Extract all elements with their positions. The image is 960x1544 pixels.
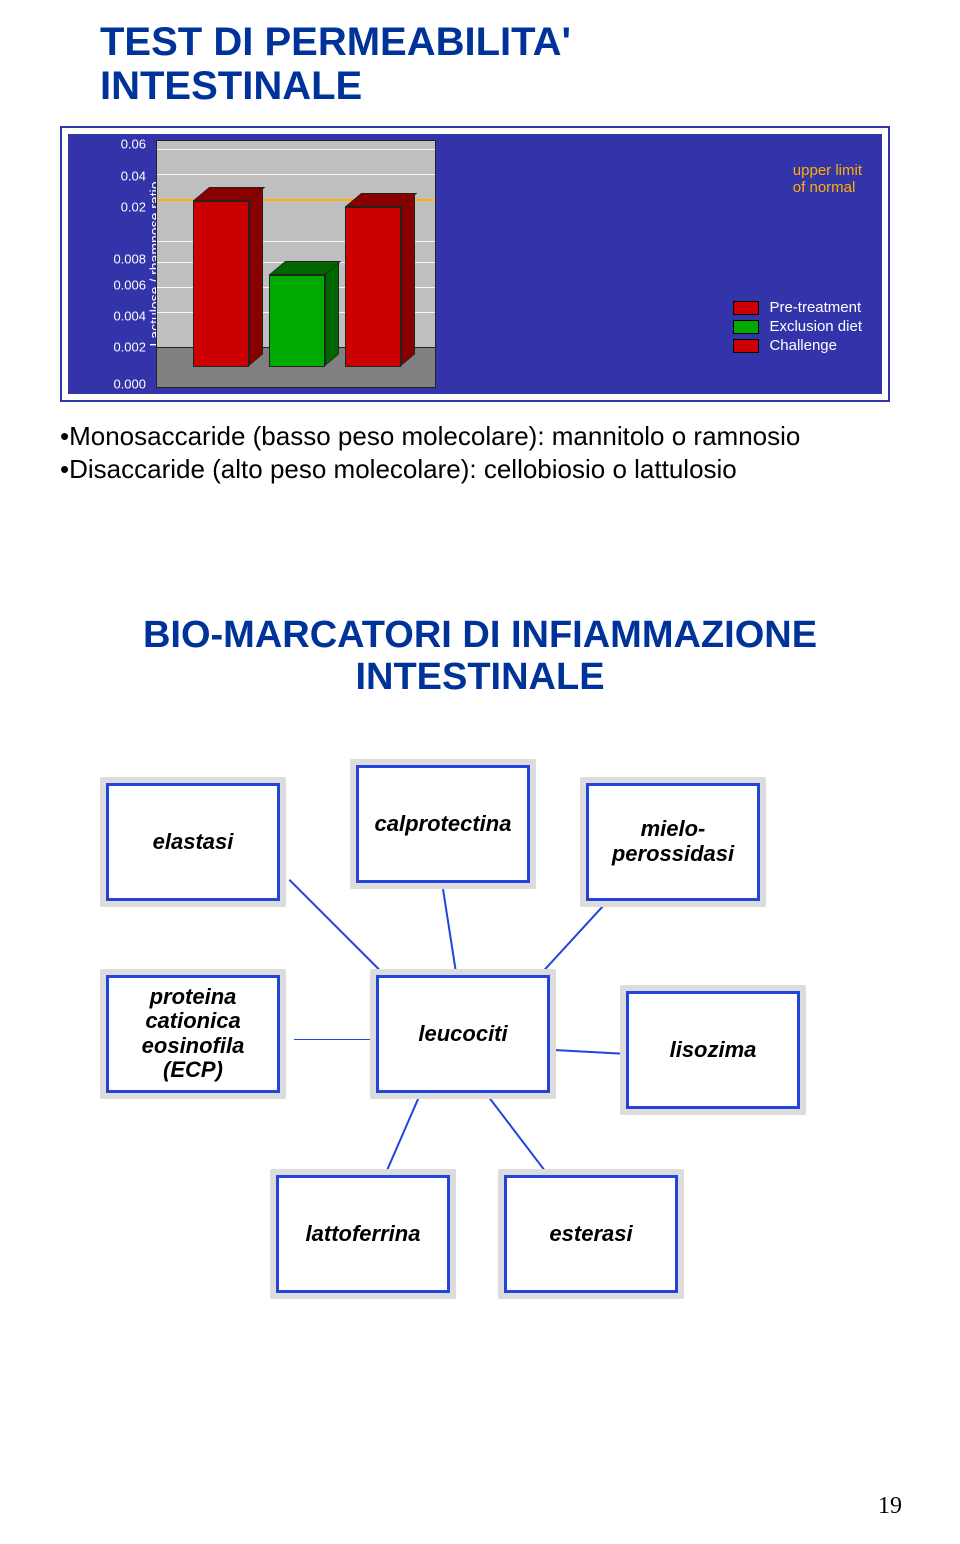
legend-swatch — [733, 320, 759, 334]
legend-item: Challenge — [733, 337, 862, 354]
tree-node-label: mielo-perossidasi — [612, 817, 734, 865]
tree-edge — [554, 1049, 628, 1054]
chart-ytick: 0.06 — [121, 137, 146, 152]
bullet-item: •Disaccaride (alto peso molecolare): cel… — [60, 453, 900, 486]
tree-node: proteinacationicaeosinofila(ECP) — [100, 969, 286, 1099]
upper-limit-label-2: of normal — [793, 179, 856, 196]
chart-legend: Pre-treatment Exclusion diet Challenge — [733, 299, 862, 356]
legend-item: Pre-treatment — [733, 299, 862, 316]
legend-label: Exclusion diet — [769, 318, 862, 335]
legend-item: Exclusion diet — [733, 318, 862, 335]
chart-container: Lactulose / rhamnose ratio 0.060.040.020… — [60, 126, 890, 402]
tree-node: mielo-perossidasi — [580, 777, 766, 907]
title-line1: TEST DI PERMEABILITA' — [100, 20, 571, 64]
legend-swatch — [733, 339, 759, 353]
tree-node-label: elastasi — [153, 830, 234, 854]
tree-node-label: calprotectina — [375, 812, 512, 836]
tree-node: calprotectina — [350, 759, 536, 889]
tree-node-central: leucociti — [370, 969, 556, 1099]
page-number: 19 — [878, 1493, 902, 1520]
concept-tree: elastasi calprotectina mielo-perossidasi pr… — [60, 729, 900, 1369]
title2-line1: BIO-MARCATORI DI INFIAMMAZIONE — [143, 614, 817, 656]
chart-yticks: 0.06 0.04 0.02 0.008 0.006 0.004 0.002 0.000 — [102, 134, 152, 394]
chart-gridline — [157, 174, 435, 175]
tree-node: esterasi — [498, 1169, 684, 1299]
tree-node: lattoferrina — [270, 1169, 456, 1299]
tree-node-label: lattoferrina — [306, 1222, 421, 1246]
tree-edge — [443, 889, 458, 979]
chart-ytick: 0.02 — [121, 199, 146, 214]
chart-ytick: 0.008 — [113, 251, 146, 266]
chart-ytick: 0.04 — [121, 168, 146, 183]
tree-node-label: leucociti — [418, 1022, 507, 1046]
legend-swatch — [733, 301, 759, 315]
title-line2: INTESTINALE — [100, 64, 362, 108]
chart-ytick: 0.006 — [113, 277, 146, 292]
chart-gridline — [157, 149, 435, 150]
chart-ytick: 0.004 — [113, 309, 146, 324]
chart-ytick: 0.000 — [113, 376, 146, 391]
legend-label: Challenge — [769, 337, 837, 354]
tree-node: lisozima — [620, 985, 806, 1115]
tree-node-label: proteinacationicaeosinofila(ECP) — [142, 985, 245, 1082]
chart-plot-area — [156, 140, 436, 388]
upper-limit-label-1: upper limit — [793, 162, 862, 179]
legend-label: Pre-treatment — [769, 299, 861, 316]
upper-limit-label: upper limit of normal — [793, 162, 862, 197]
tree-edge — [294, 1039, 380, 1041]
section-title-2: BIO-MARCATORI DI INFIAMMAZIONE INTESTINA… — [60, 615, 900, 699]
tree-node-label: esterasi — [549, 1222, 632, 1246]
tree-node: elastasi — [100, 777, 286, 907]
title2-line2: INTESTINALE — [355, 656, 604, 698]
tree-node-label: lisozima — [670, 1038, 757, 1062]
chart-ytick: 0.002 — [113, 340, 146, 355]
chart-legend-panel: upper limit of normal Pre-treatment Exclu… — [518, 134, 882, 394]
bullet-list: •Monosaccaride (basso peso molecolare): … — [60, 420, 900, 485]
chart-plot-panel: Lactulose / rhamnose ratio 0.060.040.020… — [68, 134, 518, 394]
page-title: TEST DI PERMEABILITA' INTESTINALE — [100, 20, 900, 108]
bullet-item: •Monosaccaride (basso peso molecolare): … — [60, 420, 900, 453]
